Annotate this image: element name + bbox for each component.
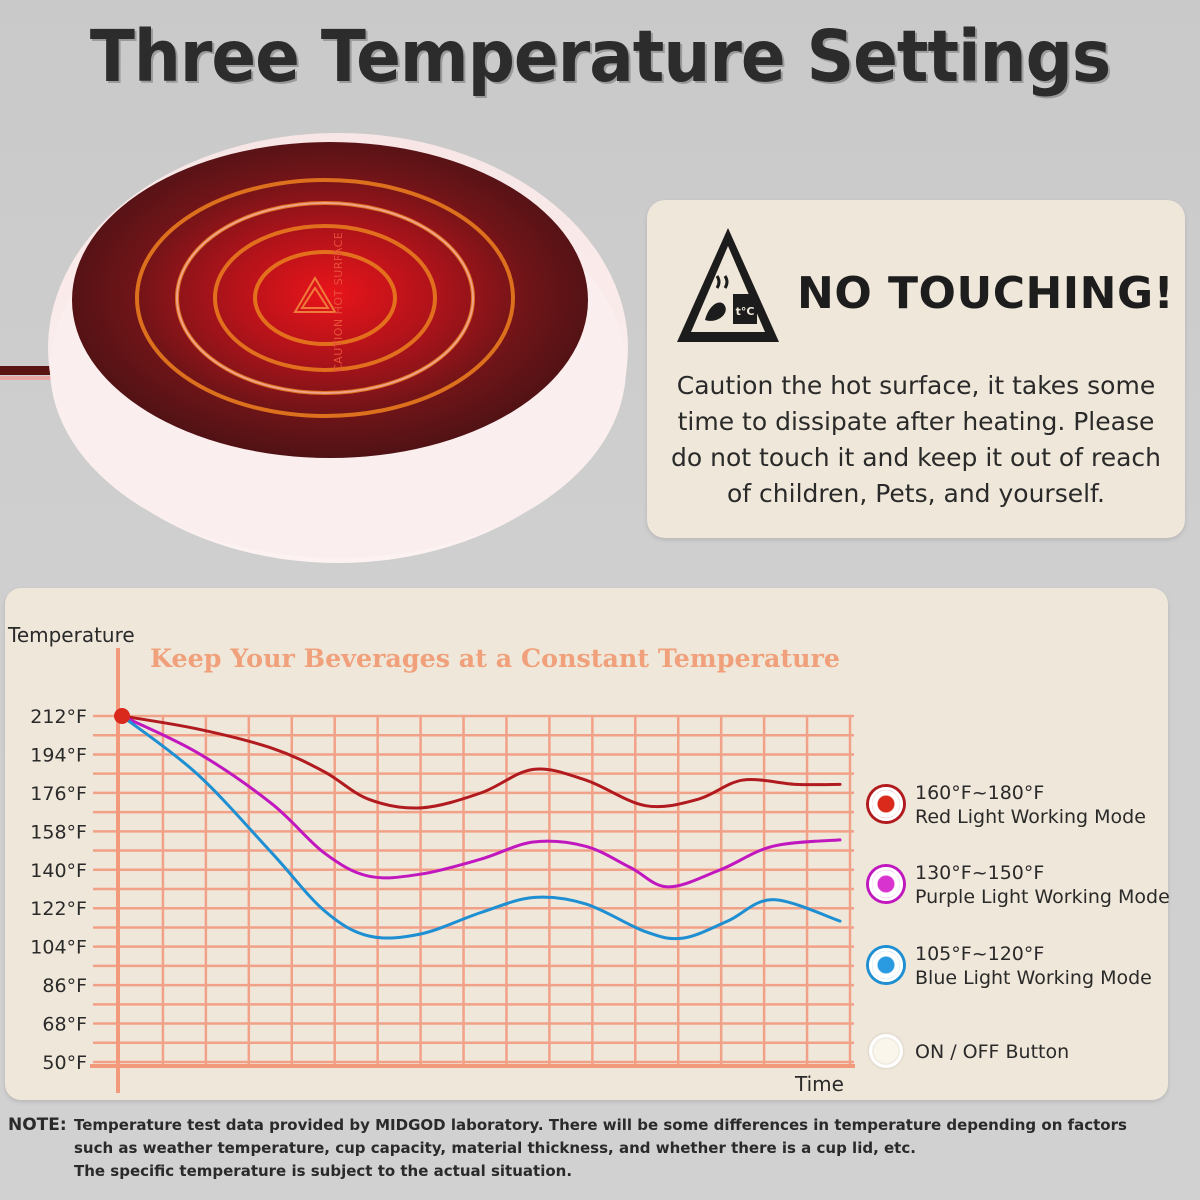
series-line-red — [120, 714, 842, 810]
y-tick-label: 140°F — [30, 860, 87, 882]
warning-body: Caution the hot surface, it takes some t… — [657, 368, 1175, 512]
note-line: such as weather temperature, cup capacit… — [74, 1139, 916, 1157]
legend-mode: Purple Light Working Mode — [915, 886, 1170, 908]
power-cord — [0, 366, 60, 380]
start-point-marker — [114, 708, 130, 724]
legend-range: 160°F~180°F — [915, 782, 1045, 804]
note-label: NOTE: — [8, 1115, 67, 1135]
note-line: The specific temperature is subject to t… — [74, 1162, 573, 1180]
legend-mode: Red Light Working Mode — [915, 806, 1146, 828]
note-line: Temperature test data provided by MIDGOD… — [74, 1116, 1127, 1134]
warning-panel: t°C NO TOUCHING! Caution the hot surface… — [647, 200, 1185, 538]
page-title: Three Temperature Settings — [89, 14, 1111, 99]
surface-caution-label: CAUTION HOT SURFACE — [332, 232, 345, 372]
warning-line: of children, Pets, and yourself. — [726, 479, 1105, 508]
coil-highlight — [176, 202, 474, 394]
chart-title: Keep Your Beverages at a Constant Temper… — [150, 644, 840, 673]
legend-range: 105°F~120°F — [915, 943, 1045, 965]
y-tick-label: 86°F — [42, 975, 87, 997]
series-line-blue — [120, 714, 842, 941]
y-tick-label: 212°F — [30, 706, 87, 728]
y-tick-label: 158°F — [30, 821, 87, 843]
x-axis-label: Time — [794, 1072, 844, 1096]
legend-range: 130°F~150°F — [915, 862, 1045, 884]
red-mode-indicator-icon — [869, 787, 903, 821]
chart-panel: 212°F 194°F 176°F 158°F 140°F 122°F 104°F 86°F 6… — [5, 588, 1170, 1100]
legend-mode: Blue Light Working Mode — [915, 967, 1152, 989]
temperature-chart: 212°F 194°F 176°F 158°F 140°F 122°F 104°F 86°F 6… — [7, 623, 855, 1096]
warning-heading: NO TOUCHING! — [797, 268, 1175, 319]
note-text: Temperature test data provided by MIDGOD… — [74, 1114, 1174, 1183]
hot-surface-warning-icon: t°C — [677, 228, 779, 342]
mug-warmer-illustration: CAUTION HOT SURFACE — [0, 133, 628, 563]
warmer-plate — [72, 142, 588, 458]
surface-warning-icon — [293, 276, 337, 313]
legend-mode: ON / OFF Button — [915, 1041, 1070, 1063]
y-axis-label: Temperature — [7, 623, 135, 647]
y-tick-label: 68°F — [42, 1014, 87, 1036]
blue-mode-indicator-icon — [869, 948, 903, 982]
y-tick-label: 122°F — [30, 898, 87, 920]
y-tick-label: 104°F — [30, 937, 87, 959]
warning-icon-label: t°C — [736, 305, 755, 318]
warning-line: do not touch it and keep it out of reach — [671, 443, 1161, 472]
purple-mode-indicator-icon — [869, 867, 903, 901]
warning-line: time to dissipate after heating. Please — [677, 407, 1155, 436]
y-tick-label: 194°F — [30, 744, 87, 766]
y-tick-label: 50°F — [42, 1052, 87, 1074]
y-tick-label: 176°F — [30, 783, 87, 805]
warning-line: Caution the hot surface, it takes some — [676, 371, 1156, 400]
series-line-purple — [120, 714, 842, 889]
power-button-icon — [869, 1034, 903, 1068]
